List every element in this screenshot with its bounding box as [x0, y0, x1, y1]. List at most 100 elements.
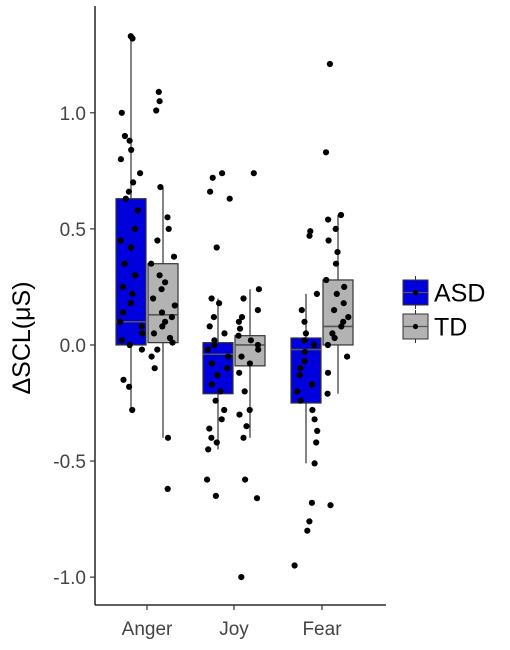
data-point	[148, 260, 155, 267]
y-tick-label: 0.5	[60, 220, 86, 241]
data-point	[139, 330, 146, 337]
data-point	[250, 170, 257, 177]
data-point	[301, 337, 308, 344]
data-point	[326, 60, 333, 68]
axes: 1.0 0.5 0.0 -0.5 -1.0 Anger Joy Fear	[53, 6, 386, 640]
data-point	[150, 330, 158, 337]
data-point	[129, 290, 136, 297]
data-point	[126, 341, 133, 349]
data-point	[247, 337, 254, 344]
data-point	[246, 406, 253, 414]
y-tick-label: 1.0	[60, 104, 86, 125]
data-point	[301, 348, 308, 355]
data-point	[132, 272, 139, 279]
data-point	[325, 237, 332, 244]
data-point	[254, 341, 261, 349]
data-point	[126, 383, 133, 390]
data-point	[324, 390, 331, 397]
data-point	[308, 499, 315, 506]
data-point	[209, 174, 216, 181]
data-point	[138, 323, 145, 330]
data-point	[204, 476, 211, 483]
data-point	[154, 346, 161, 353]
data-point	[297, 365, 304, 372]
data-point	[311, 416, 318, 423]
data-point	[332, 225, 339, 232]
data-point	[294, 388, 301, 395]
data-point	[154, 237, 161, 244]
data-point	[327, 502, 334, 509]
x-tick-label: Anger	[122, 619, 173, 640]
data-point	[128, 146, 135, 153]
data-point	[329, 330, 336, 337]
data-point	[221, 330, 228, 337]
data-point	[208, 360, 215, 367]
y-tick-label: -1.0	[53, 568, 86, 589]
data-point	[291, 562, 298, 569]
data-point	[120, 376, 127, 383]
data-point	[134, 207, 141, 214]
data-point	[334, 249, 341, 256]
box-asd-anger	[115, 36, 147, 410]
data-point	[206, 323, 213, 330]
data-point	[211, 341, 218, 349]
data-point	[138, 346, 145, 353]
data-point	[165, 225, 172, 232]
legend: ASD TD	[402, 276, 485, 343]
data-point	[131, 225, 138, 232]
data-point	[213, 439, 220, 446]
data-point	[166, 334, 174, 342]
data-point	[214, 372, 221, 379]
data-point	[246, 360, 253, 367]
data-point	[238, 314, 246, 321]
data-point	[337, 211, 345, 219]
data-point	[238, 574, 245, 581]
data-point	[208, 381, 215, 388]
data-point	[313, 439, 320, 446]
data-point	[129, 406, 136, 414]
plot-area	[115, 33, 354, 581]
data-point	[158, 309, 166, 316]
data-point	[306, 232, 313, 239]
data-point	[345, 314, 352, 321]
legend-item-asd: ASD	[402, 276, 485, 309]
data-point	[121, 260, 128, 267]
data-point	[169, 339, 176, 346]
data-point	[309, 406, 316, 414]
data-point	[338, 323, 345, 330]
data-point	[255, 346, 262, 353]
data-point	[322, 149, 330, 156]
data-point	[207, 188, 214, 195]
data-point	[221, 406, 228, 414]
data-point	[307, 228, 314, 235]
y-axis-title: ΔSCL(μS)	[8, 281, 36, 394]
data-point	[148, 353, 155, 360]
data-point	[255, 286, 262, 293]
data-point	[118, 109, 125, 116]
data-point	[119, 283, 126, 290]
data-point	[219, 170, 226, 177]
data-point	[296, 372, 303, 379]
data-point	[341, 283, 348, 290]
x-tick-label: Fear	[302, 619, 342, 640]
data-point	[344, 353, 351, 360]
data-point	[306, 518, 313, 525]
box-body	[322, 279, 354, 346]
data-point	[240, 434, 247, 441]
data-point	[216, 300, 223, 307]
data-point	[235, 332, 242, 339]
legend-label: TD	[434, 314, 467, 342]
data-point	[325, 216, 332, 223]
data-point	[168, 314, 175, 321]
data-point	[297, 397, 304, 404]
data-point	[311, 460, 318, 467]
data-point	[120, 309, 127, 316]
box-body	[115, 198, 147, 346]
data-point	[225, 353, 232, 360]
data-point	[211, 337, 218, 344]
legend-key-point	[412, 289, 419, 296]
data-point	[127, 300, 134, 307]
data-point	[254, 307, 261, 314]
data-point	[301, 358, 308, 365]
